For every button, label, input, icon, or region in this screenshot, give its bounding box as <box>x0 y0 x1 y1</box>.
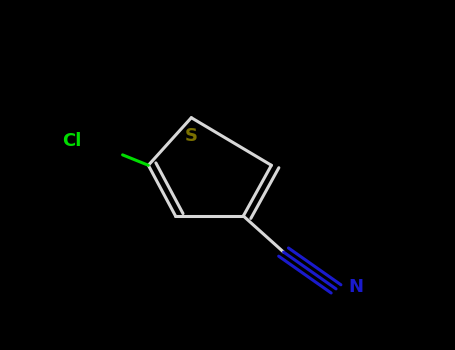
Text: N: N <box>349 279 364 296</box>
Text: Cl: Cl <box>62 132 81 150</box>
Text: S: S <box>185 127 198 145</box>
